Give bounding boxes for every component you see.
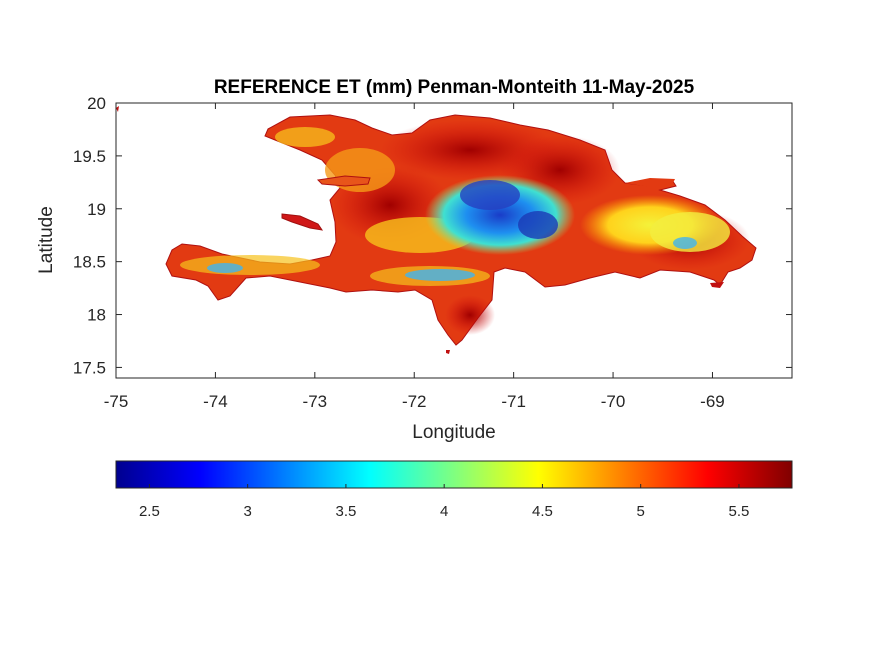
peninsula-samana xyxy=(625,178,675,187)
plot-area: -75 -74 -73 -72 -71 -70 -69 20 19.5 19 18.5 18 17.5 xyxy=(73,94,793,411)
island-fragment xyxy=(116,106,119,112)
x-tick-label: -75 xyxy=(104,392,129,411)
y-axis-label: Latitude xyxy=(36,206,57,274)
x-tick-label: -74 xyxy=(203,392,228,411)
island-hispaniola xyxy=(165,114,757,346)
x-tick-label: -73 xyxy=(303,392,328,411)
map-layer xyxy=(116,106,757,354)
y-tick-label: 20 xyxy=(87,94,106,113)
island-gonave xyxy=(281,213,324,231)
colorbar-tick-label: 3 xyxy=(243,503,251,520)
colorbar-tick-label: 4 xyxy=(440,503,448,520)
colorbar: 2.5 3 3.5 4 4.5 5 5.5 xyxy=(115,460,793,520)
island-beata xyxy=(446,350,450,354)
y-tick-label: 18 xyxy=(87,306,106,325)
chart-title: REFERENCE ET (mm) Penman-Monteith 11-May… xyxy=(214,77,695,98)
y-axis: 20 19.5 19 18.5 18 17.5 xyxy=(73,94,792,377)
colorbar-tick-label: 3.5 xyxy=(335,503,356,520)
y-tick-label: 19 xyxy=(87,200,106,219)
x-tick-label: -70 xyxy=(601,392,626,411)
colorbar-tick-label: 2.5 xyxy=(139,503,160,520)
x-tick-label: -69 xyxy=(700,392,725,411)
island-saona xyxy=(710,282,724,288)
colorbar-scale xyxy=(115,460,793,489)
y-tick-label: 18.5 xyxy=(73,253,106,272)
colorbar-tick-label: 4.5 xyxy=(532,503,553,520)
axes-frame xyxy=(115,102,793,379)
colorbar-ticks: 2.5 3 3.5 4 4.5 5 5.5 xyxy=(139,484,749,520)
x-tick-label: -71 xyxy=(501,392,526,411)
island-tortue xyxy=(316,175,371,187)
x-axis-label: Longitude xyxy=(412,422,495,443)
y-tick-label: 17.5 xyxy=(73,358,106,377)
y-tick-label: 19.5 xyxy=(73,147,106,166)
colorbar-tick-label: 5 xyxy=(637,503,645,520)
x-tick-label: -72 xyxy=(402,392,427,411)
colorbar-tick-label: 5.5 xyxy=(729,503,750,520)
x-axis: -75 -74 -73 -72 -71 -70 -69 xyxy=(104,103,725,411)
